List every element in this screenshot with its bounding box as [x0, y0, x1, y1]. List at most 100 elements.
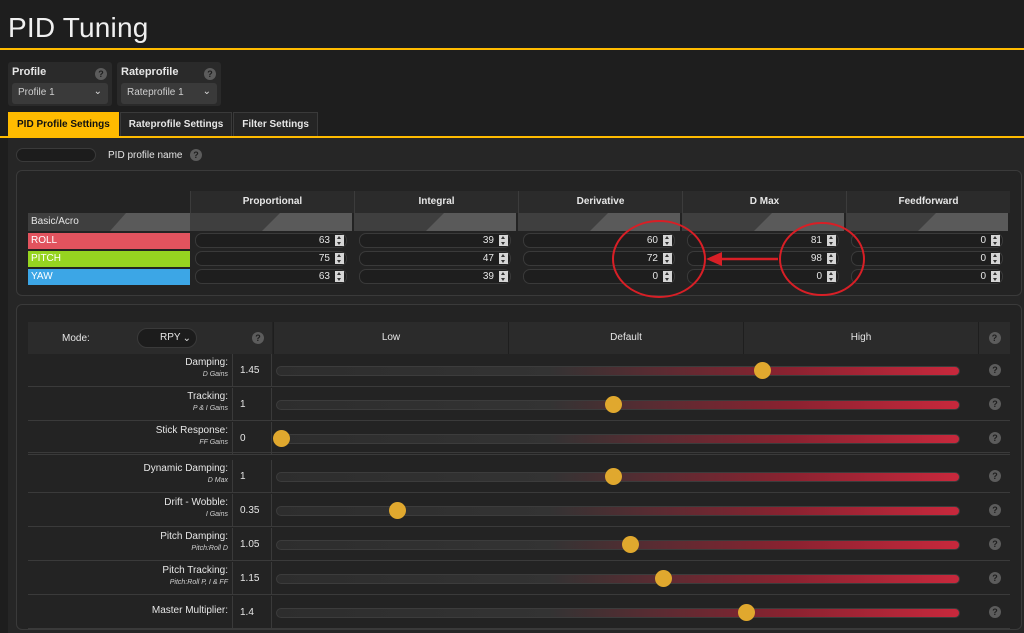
help-icon[interactable]: ?: [988, 332, 1001, 344]
tab-filter-settings[interactable]: Filter Settings: [233, 112, 318, 136]
mode-label: Mode:: [62, 333, 90, 344]
pid-header-wedge: [590, 213, 680, 231]
spinner-arrows-icon[interactable]: [663, 235, 672, 246]
rateprofile-select-value: Rateprofile 1: [127, 87, 184, 98]
help-icon[interactable]: ?: [989, 504, 1001, 516]
pid-value: 0: [980, 235, 986, 246]
slider-track[interactable]: [276, 366, 960, 376]
title-underline: [0, 48, 1024, 50]
spinner-arrows-icon[interactable]: [991, 271, 1000, 282]
mode-select[interactable]: RPY ⌄: [137, 328, 197, 348]
pid-value-input[interactable]: 0: [851, 251, 1003, 266]
pid-column-subheader: [190, 213, 352, 231]
help-icon[interactable]: ?: [95, 68, 107, 80]
pid-value: 60: [646, 235, 658, 246]
pid-value-input[interactable]: 47: [359, 251, 511, 266]
help-icon[interactable]: ?: [989, 364, 1001, 376]
spinner-arrows-icon[interactable]: [335, 271, 344, 282]
spinner-arrows-icon[interactable]: [663, 253, 672, 264]
pid-value-input[interactable]: 0: [851, 233, 1003, 248]
slider-track[interactable]: [276, 574, 960, 584]
chevron-down-icon: ⌄: [182, 333, 191, 344]
pid-value: 39: [482, 271, 494, 282]
slider-row: Master Multiplier: 1.4?: [28, 596, 1010, 629]
pid-value-input[interactable]: 0: [523, 269, 675, 284]
mode-select-value: RPY: [160, 332, 181, 343]
spinner-arrows-icon[interactable]: [663, 271, 672, 282]
slider-value: 1: [232, 388, 272, 421]
spinner-arrows-icon[interactable]: [991, 235, 1000, 246]
pid-value-input[interactable]: 72: [523, 251, 675, 266]
slider-thumb[interactable]: [654, 570, 672, 587]
pid-value-input[interactable]: 0: [851, 269, 1003, 284]
slider-thumb[interactable]: [737, 604, 755, 621]
pid-column-header: Derivative: [518, 191, 682, 213]
pid-value: 75: [318, 253, 330, 264]
pid-header-wedge: [918, 213, 1008, 231]
pid-value-input[interactable]: 98: [687, 251, 839, 266]
pid-value-input[interactable]: 39: [359, 233, 511, 248]
spinner-arrows-icon[interactable]: [499, 253, 508, 264]
slider-label: Stick Response:: [155, 425, 228, 436]
slider-thumb[interactable]: [605, 468, 622, 485]
slider-thumb[interactable]: [621, 536, 639, 553]
pid-value-input[interactable]: 63: [195, 233, 347, 248]
pid-header-wedge: [426, 213, 516, 231]
pid-value: 39: [482, 235, 494, 246]
spinner-arrows-icon[interactable]: [499, 235, 508, 246]
pid-value-input[interactable]: 39: [359, 269, 511, 284]
pid-profile-name-input[interactable]: [16, 148, 96, 162]
pid-value-input[interactable]: 63: [195, 269, 347, 284]
chevron-down-icon: ⌄: [202, 86, 211, 97]
help-icon[interactable]: ?: [989, 538, 1001, 550]
help-icon[interactable]: ?: [989, 398, 1001, 410]
tab-underline: [0, 136, 1024, 138]
slider-value: 0.35: [232, 494, 272, 527]
help-icon[interactable]: ?: [989, 470, 1001, 482]
slider-row: Pitch Damping: Pitch:Roll D 1.05?: [28, 528, 1010, 561]
slider-track[interactable]: [276, 506, 960, 516]
help-icon[interactable]: ?: [204, 68, 216, 80]
help-icon[interactable]: ?: [989, 432, 1001, 444]
spinner-arrows-icon[interactable]: [335, 253, 344, 264]
pid-value-input[interactable]: 60: [523, 233, 675, 248]
pid-value: 63: [318, 271, 330, 282]
help-icon[interactable]: ?: [252, 332, 264, 344]
spinner-arrows-icon[interactable]: [827, 235, 836, 246]
slider-label: Damping:: [185, 357, 228, 368]
slider-value: 1: [232, 460, 272, 493]
slider-track[interactable]: [276, 540, 960, 550]
slider-row: Damping: D Gains 1.45?: [28, 354, 1010, 387]
profile-group: Profile ? Profile 1 ⌄: [8, 62, 112, 106]
slider-thumb[interactable]: [605, 396, 622, 413]
pid-value-input[interactable]: 75: [195, 251, 347, 266]
pid-value-input[interactable]: 0: [687, 269, 839, 284]
help-icon[interactable]: ?: [190, 149, 202, 161]
slider-row: Tracking: P & I Gains 1?: [28, 388, 1010, 421]
spinner-arrows-icon[interactable]: [827, 253, 836, 264]
pid-value-input[interactable]: 81: [687, 233, 839, 248]
help-icon[interactable]: ?: [989, 606, 1001, 618]
profile-label: Profile: [12, 66, 47, 78]
slider-thumb[interactable]: [754, 362, 772, 379]
pid-column-header: D Max: [682, 191, 846, 213]
slider-thumb[interactable]: [273, 430, 290, 447]
slider-value: 1.15: [232, 562, 272, 595]
spinner-arrows-icon[interactable]: [499, 271, 508, 282]
spinner-arrows-icon[interactable]: [827, 271, 836, 282]
pid-value: 0: [652, 271, 658, 282]
slider-track[interactable]: [276, 434, 960, 444]
spinner-arrows-icon[interactable]: [335, 235, 344, 246]
tab-rateprofile-settings[interactable]: Rateprofile Settings: [119, 112, 233, 136]
slider-thumb[interactable]: [389, 502, 407, 519]
header-low: Low: [273, 322, 508, 354]
spinner-arrows-icon[interactable]: [991, 253, 1000, 264]
profile-select-value: Profile 1: [18, 87, 55, 98]
rateprofile-select[interactable]: Rateprofile 1 ⌄: [121, 83, 217, 104]
help-icon[interactable]: ?: [989, 572, 1001, 584]
slider-track[interactable]: [276, 608, 960, 618]
tab-pid-profile-settings[interactable]: PID Profile Settings: [8, 112, 119, 136]
pid-value: 0: [980, 253, 986, 264]
slider-value: 1.05: [232, 528, 272, 561]
profile-select[interactable]: Profile 1 ⌄: [12, 83, 108, 104]
